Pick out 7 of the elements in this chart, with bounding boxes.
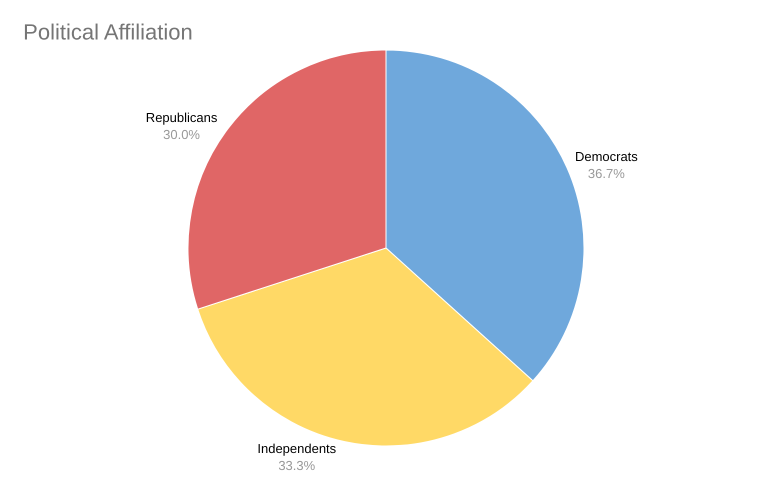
data-label: 33.3% bbox=[278, 458, 316, 473]
slice-label: Republicans bbox=[146, 110, 218, 126]
slice-label: Independents bbox=[257, 440, 337, 456]
data-label: 30.0% bbox=[163, 127, 200, 142]
data-label: 36.7% bbox=[588, 166, 626, 181]
chart-title: Political Affiliation bbox=[23, 19, 193, 44]
slice-label: Democrats bbox=[574, 149, 638, 164]
